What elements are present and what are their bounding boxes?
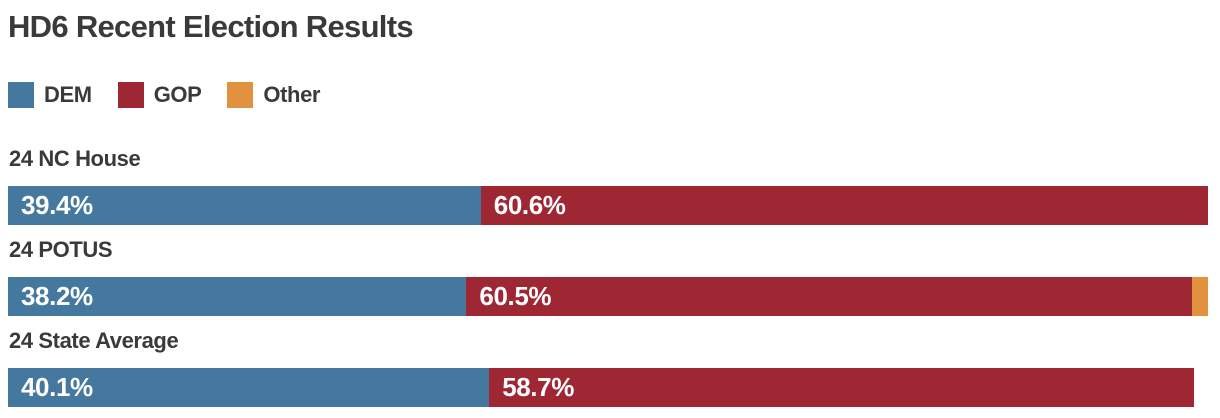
row-label-nc-house: 24 NC House [9, 146, 141, 171]
legend-item-dem: DEM [8, 82, 92, 108]
segment-value-label: 60.6% [493, 190, 566, 220]
segment-value-label: 60.5% [479, 281, 552, 311]
legend-swatch-gop [117, 82, 144, 108]
segment-value-label: 40.1% [21, 372, 93, 402]
bar-rows: 24 NC House 39.4% 60.6% 24 POTUS 38.2% 6… [8, 146, 1220, 407]
bar-segment-other [1192, 277, 1208, 316]
segment-value-label: 38.2% [21, 281, 93, 311]
bar-row-nc-house: 24 NC House 39.4% 60.6% [8, 146, 1220, 225]
legend-label-dem: DEM [44, 82, 92, 107]
bar-segment-dem: 39.4% [8, 186, 481, 225]
bar-segment-dem: 40.1% [8, 368, 490, 407]
segment-value-label: 58.7% [502, 372, 574, 402]
bar-segment-gop: 60.6% [480, 186, 1208, 225]
stacked-bar-state-average: 40.1% 58.7% [8, 368, 1208, 407]
stacked-bar-nc-house: 39.4% 60.6% [8, 186, 1208, 225]
segment-value-label: 39.4% [21, 190, 93, 220]
legend-item-gop: GOP [117, 82, 202, 108]
legend-item-other: Other [227, 82, 320, 108]
bar-row-potus: 24 POTUS 38.2% 60.5% [8, 237, 1220, 316]
legend-label-other: Other [263, 82, 321, 107]
bar-row-state-average: 24 State Average 40.1% 58.7% [8, 328, 1220, 407]
bar-segment-gop: 58.7% [489, 368, 1194, 407]
legend-swatch-other [227, 82, 254, 108]
legend-label-gop: GOP [153, 82, 202, 107]
row-label-state-average: 24 State Average [9, 328, 179, 353]
legend-swatch-dem [8, 82, 34, 108]
chart-title: HD6 Recent Election Results [8, 9, 414, 44]
election-results-chart: HD6 Recent Election Results DEM GOP Othe… [8, 9, 1220, 407]
legend: DEM GOP Other [8, 82, 1220, 108]
bar-segment-dem: 38.2% [8, 277, 467, 316]
bar-segment-gop: 60.5% [466, 277, 1193, 316]
row-label-potus: 24 POTUS [9, 237, 113, 262]
stacked-bar-potus: 38.2% 60.5% [8, 277, 1208, 316]
